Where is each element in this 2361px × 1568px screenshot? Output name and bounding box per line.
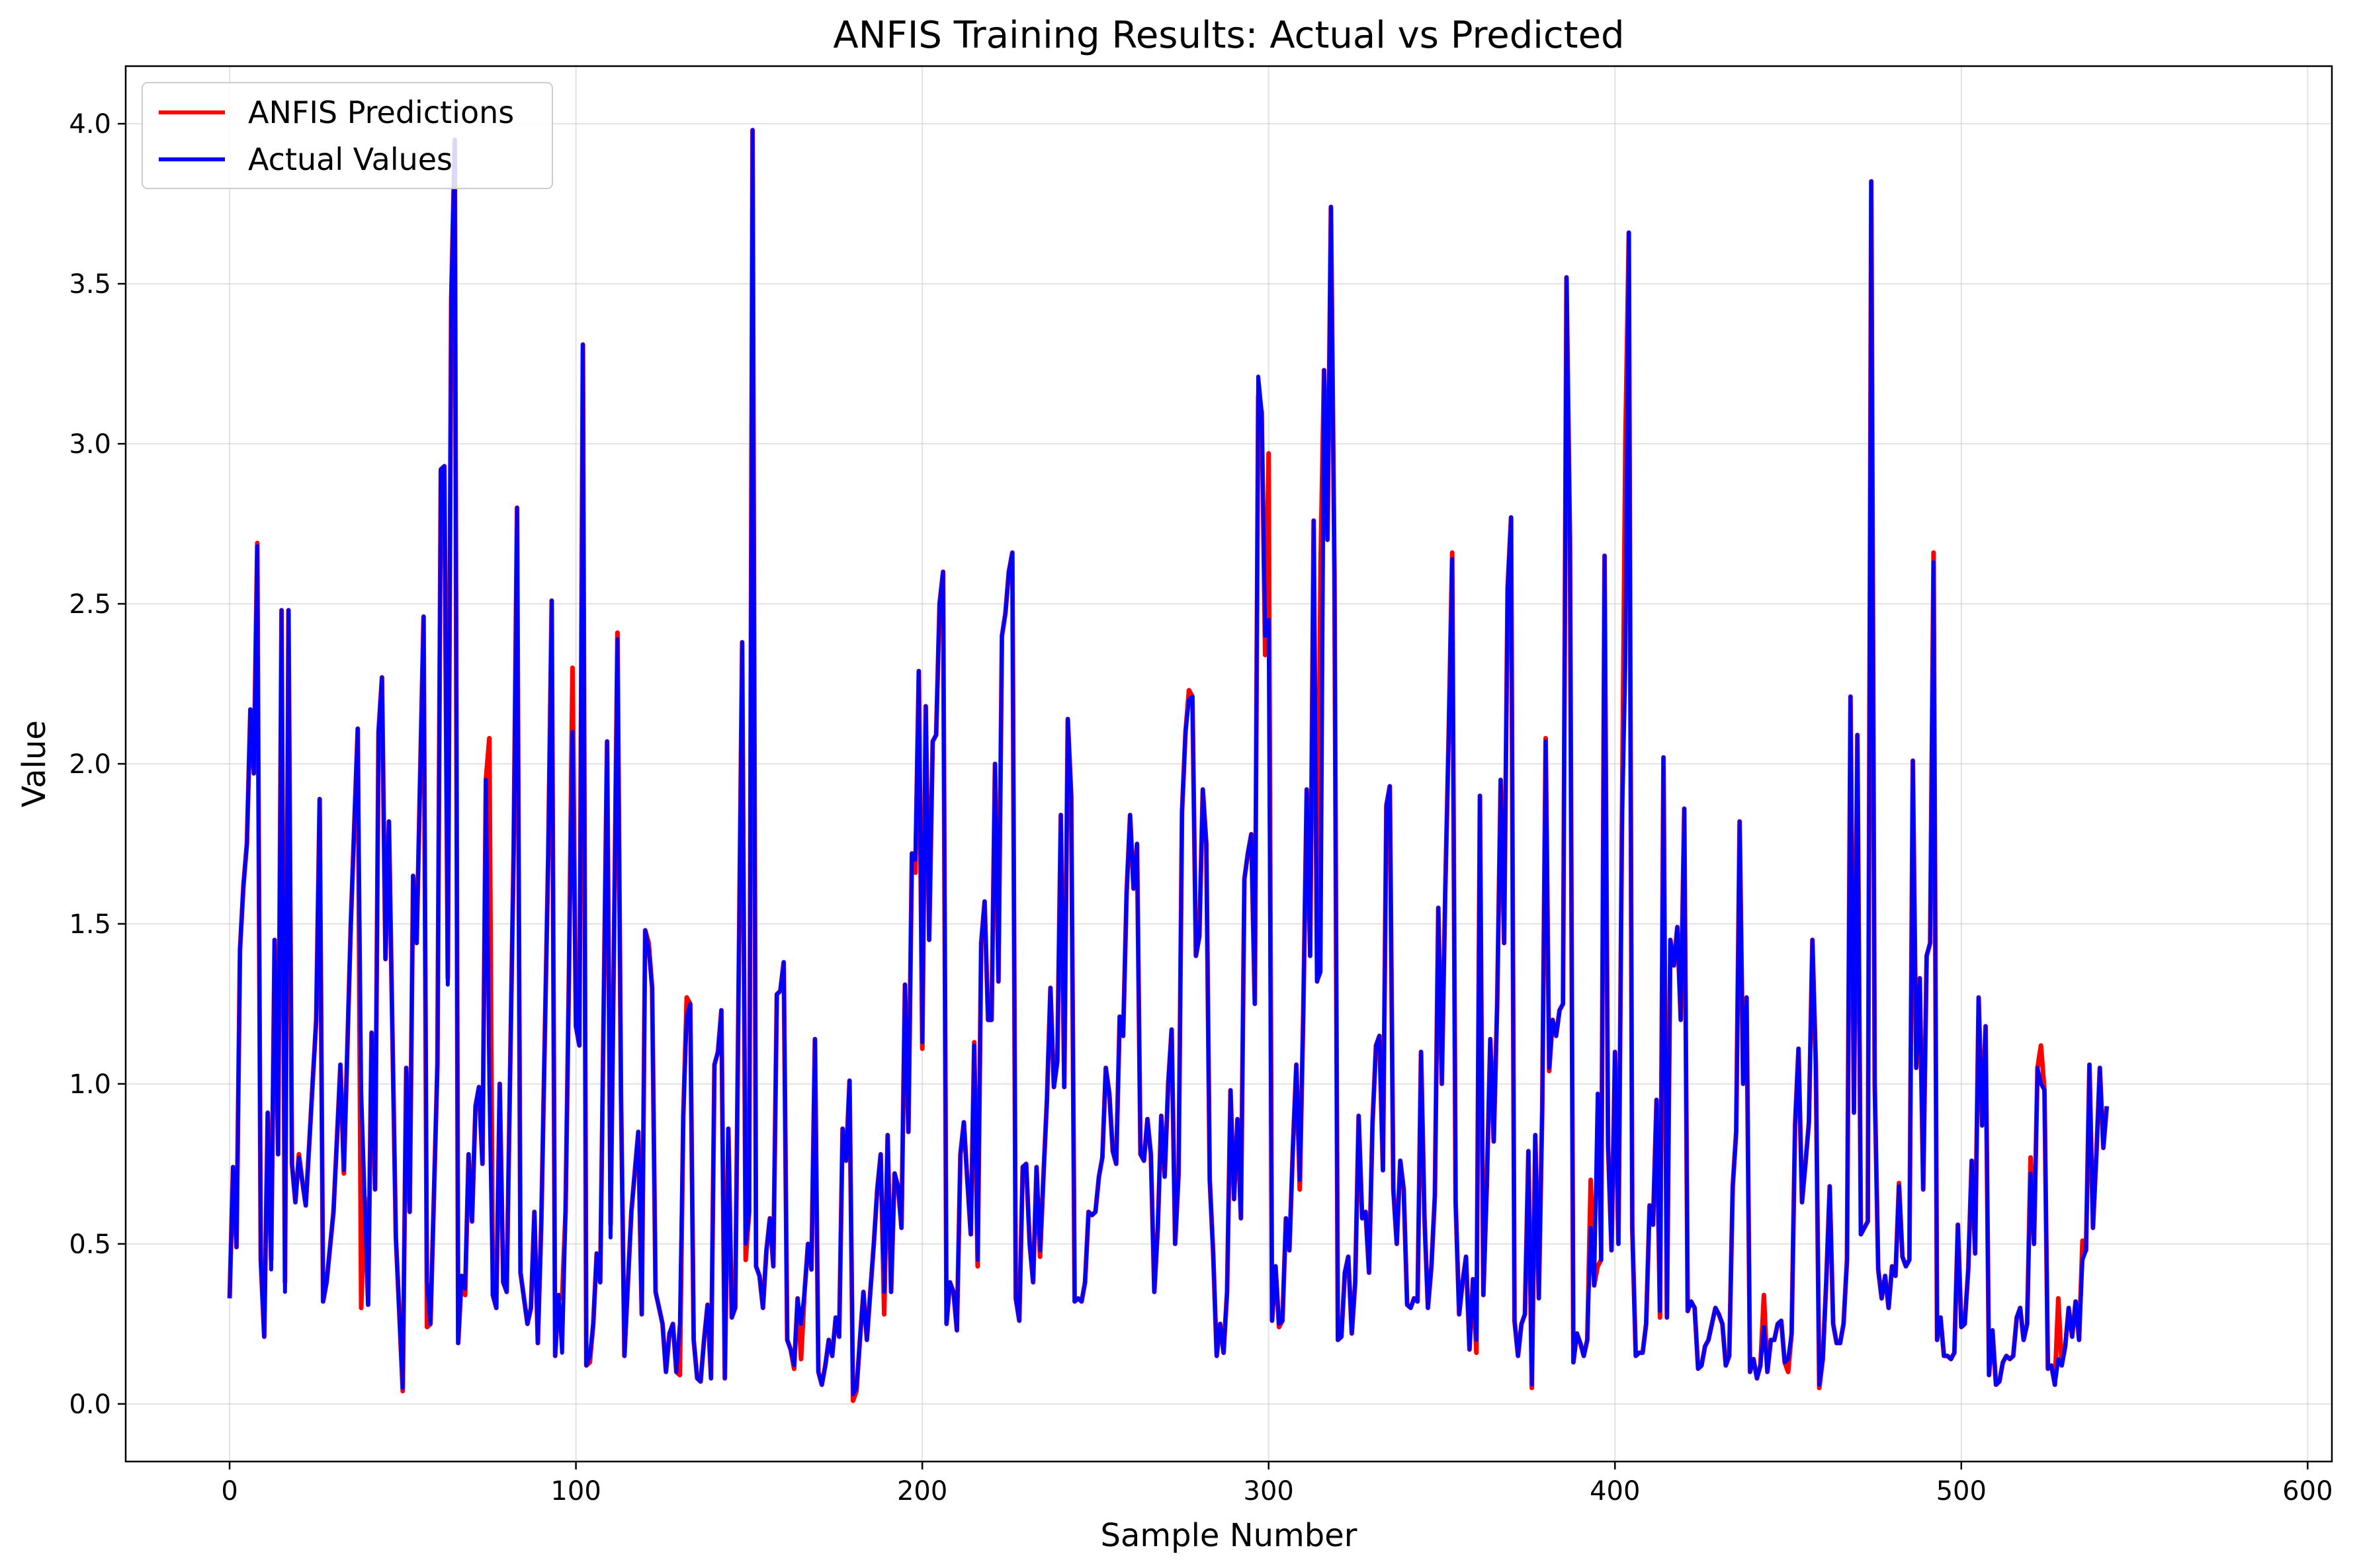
- series-line-actual-values: [228, 128, 2109, 1397]
- x-tick-label: 200: [897, 1476, 947, 1506]
- x-tick-label: 500: [1936, 1476, 1987, 1506]
- x-tick-label: 300: [1244, 1476, 1294, 1506]
- y-tick-label: 3.0: [69, 429, 111, 460]
- y-tick-label: 3.5: [69, 269, 111, 300]
- y-tick-label: 0.5: [69, 1229, 111, 1260]
- x-tick-label: 400: [1590, 1476, 1640, 1506]
- legend-label-predictions: ANFIS Predictions: [248, 95, 514, 130]
- legend-box: [142, 82, 553, 189]
- legend: ANFIS Predictions Actual Values: [142, 82, 553, 189]
- y-tick-label: 4.0: [69, 109, 111, 140]
- y-tick-label: 1.5: [69, 909, 111, 940]
- x-axis-label: Sample Number: [1100, 1517, 1357, 1554]
- y-tick-label: 2.0: [69, 749, 111, 780]
- axis-ticks: 0 100 200 300 400 500 600 0.0 0.5 1.0 1.5 2.0 2.5 3.0…: [69, 109, 2333, 1506]
- y-tick-label: 2.5: [69, 589, 111, 620]
- chart-title: ANFIS Training Results: Actual vs Predic…: [833, 14, 1624, 57]
- y-tick-label: 0.0: [69, 1389, 111, 1420]
- x-tick-label: 100: [550, 1476, 601, 1506]
- x-tick-label: 600: [2282, 1476, 2333, 1506]
- y-axis-label: Value: [16, 720, 53, 807]
- y-tick-label: 1.0: [69, 1069, 111, 1100]
- x-tick-label: 0: [221, 1476, 237, 1506]
- plot-area: [227, 128, 2110, 1403]
- legend-label-actual: Actual Values: [248, 142, 452, 177]
